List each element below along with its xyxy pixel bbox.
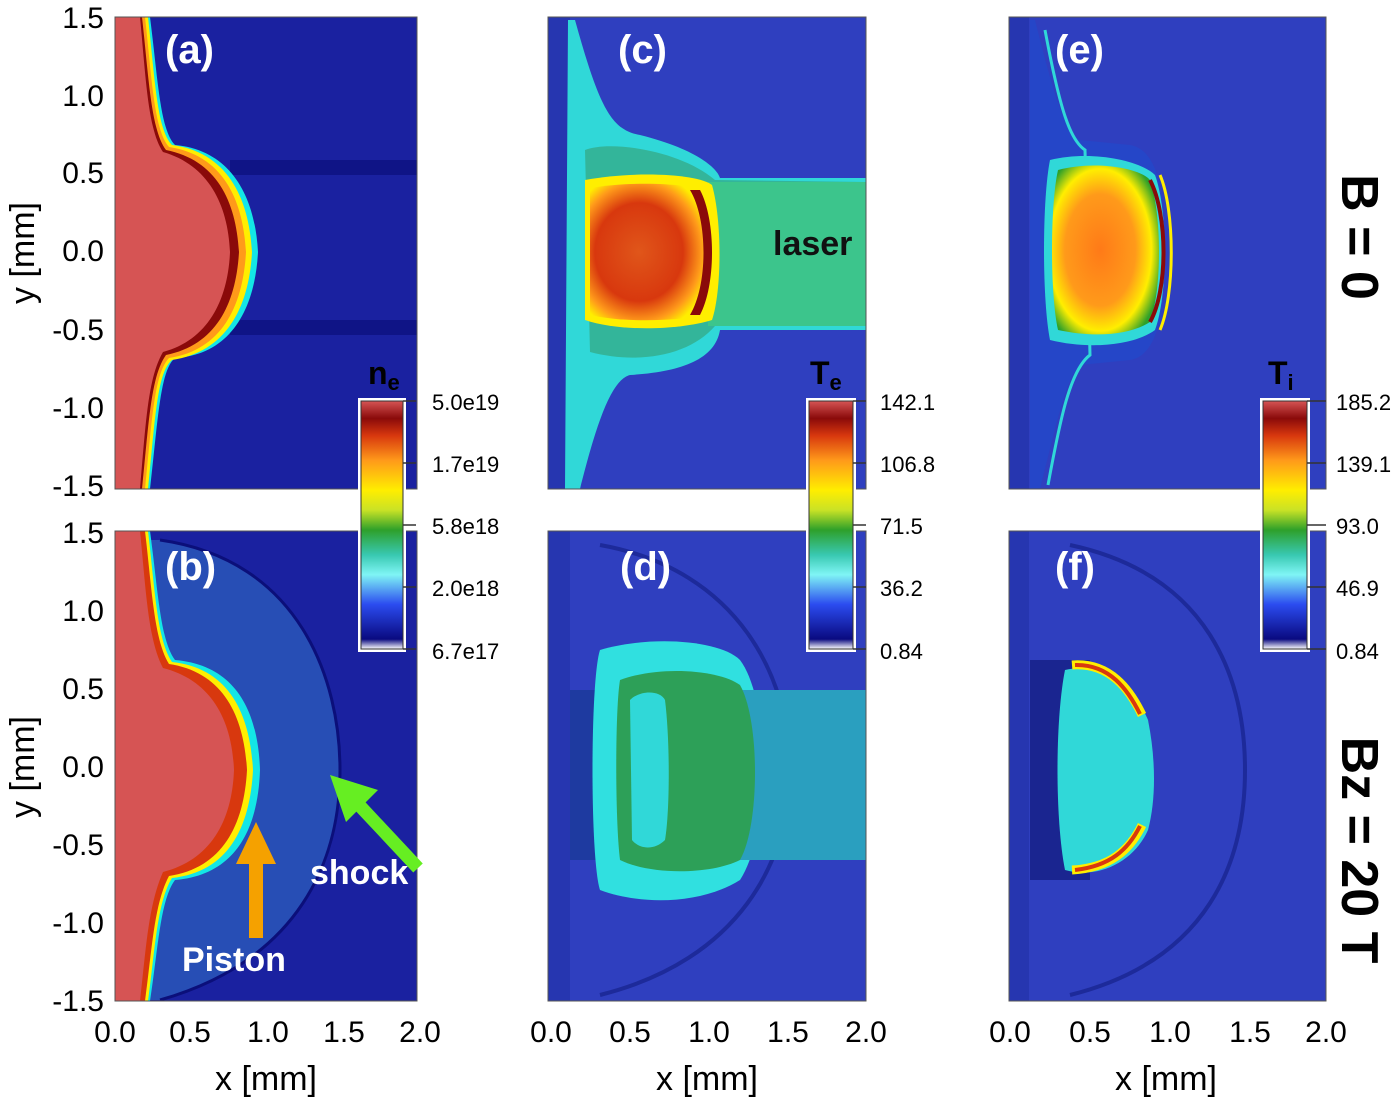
panel-a (115, 17, 417, 489)
row-label-bottom: Bz = 20 T (1330, 737, 1388, 964)
y-tick-top: -1.5 (52, 470, 104, 503)
shock-arrow (330, 775, 423, 873)
panel-label-f: (f) (1055, 545, 1095, 589)
colorbar-ne (358, 398, 406, 652)
y-tick-bottom: 0.5 (62, 673, 104, 706)
cbar-ti-tick: 0.84 (1336, 639, 1379, 664)
y-tick-bottom: -0.5 (52, 829, 104, 862)
cbar-te-tick: 142.1 (880, 390, 935, 415)
x-tick-3: 1.5 (1229, 1016, 1271, 1049)
cbar-ti-tick: 185.2 (1336, 390, 1391, 415)
svg-text:Te: Te (810, 355, 842, 395)
x-tick-1: 2.0 (399, 1016, 441, 1049)
x-tick-1: 1.0 (247, 1016, 289, 1049)
y-tick-bottom: 1.5 (62, 517, 104, 550)
row-label-top: B = 0 (1330, 174, 1388, 300)
panel-label-a: (a) (165, 28, 214, 72)
cbar-te-tick: 71.5 (880, 514, 923, 539)
panel-c (548, 17, 866, 489)
x-tick-1: 0.5 (169, 1016, 211, 1049)
y-tick-top: 1.0 (62, 80, 104, 113)
cbar-ne-tick: 5.8e18 (432, 514, 499, 539)
x-tick-3: 0.0 (989, 1016, 1031, 1049)
x-axis-title-2: x [mm] (656, 1060, 758, 1098)
cbar-ti-tick: 46.9 (1336, 576, 1379, 601)
x-axis-title-1: x [mm] (215, 1060, 317, 1098)
cbar-title-ne: n (368, 355, 388, 391)
cbar-te-tick: 0.84 (880, 639, 923, 664)
panel-label-c: (c) (618, 28, 667, 72)
laser-annotation: laser (773, 225, 852, 263)
shock-annotation: shock (310, 854, 408, 892)
cbar-ne-tick: 2.0e18 (432, 576, 499, 601)
x-tick-2: 0.0 (530, 1016, 572, 1049)
x-tick-2: 1.0 (688, 1016, 730, 1049)
cbar-ti-tick: 93.0 (1336, 514, 1379, 539)
y-tick-top: 1.5 (62, 2, 104, 35)
cbar-ti-tick: 139.1 (1336, 452, 1391, 477)
x-tick-3: 2.0 (1305, 1016, 1347, 1049)
cbar-te-tick: 36.2 (880, 576, 923, 601)
colorbar-ti (1260, 398, 1310, 652)
cbar-ne-tick: 1.7e19 (432, 452, 499, 477)
x-axis-title-3: x [mm] (1115, 1060, 1217, 1098)
cbar-ne-tick: 6.7e17 (432, 639, 499, 664)
panel-label-b: (b) (165, 545, 216, 589)
cbar-te-tick: 106.8 (880, 452, 935, 477)
y-tick-bottom: 1.0 (62, 595, 104, 628)
y-tick-top: -0.5 (52, 314, 104, 347)
cbar-title-ti: T (1268, 355, 1288, 391)
x-tick-3: 1.0 (1149, 1016, 1191, 1049)
y-tick-top: 0.0 (62, 235, 104, 268)
y-tick-bottom: -1.0 (52, 907, 104, 940)
svg-text:Ti: Ti (1268, 355, 1294, 395)
cbar-title-te: T (810, 355, 830, 391)
x-tick-2: 2.0 (845, 1016, 887, 1049)
panel-label-d: (d) (620, 545, 671, 589)
y-tick-bottom: 0.0 (62, 751, 104, 784)
y-tick-top: -1.0 (52, 392, 104, 425)
panel-label-e: (e) (1055, 28, 1104, 72)
y-axis-title-bottom: y [mm] (4, 716, 42, 818)
x-tick-3: 0.5 (1069, 1016, 1111, 1049)
cbar-title-ti-sub: i (1288, 370, 1294, 395)
cbar-ne-tick: 5.0e19 (432, 390, 499, 415)
colorbar-te (806, 398, 856, 652)
x-tick-2: 1.5 (767, 1016, 809, 1049)
cbar-title-te-sub: e (830, 370, 842, 395)
panel-e (1009, 17, 1326, 489)
y-axis-title-top: y [mm] (4, 202, 42, 304)
x-tick-1: 1.5 (323, 1016, 365, 1049)
x-tick-2: 0.5 (609, 1016, 651, 1049)
x-tick-1: 0.0 (94, 1016, 136, 1049)
cbar-title-ne-sub: e (388, 370, 400, 395)
svg-text:ne: ne (368, 355, 400, 395)
y-tick-top: 0.5 (62, 157, 104, 190)
piston-arrow (236, 822, 276, 938)
y-tick-bottom: -1.5 (52, 985, 104, 1018)
piston-annotation: Piston (182, 941, 286, 979)
